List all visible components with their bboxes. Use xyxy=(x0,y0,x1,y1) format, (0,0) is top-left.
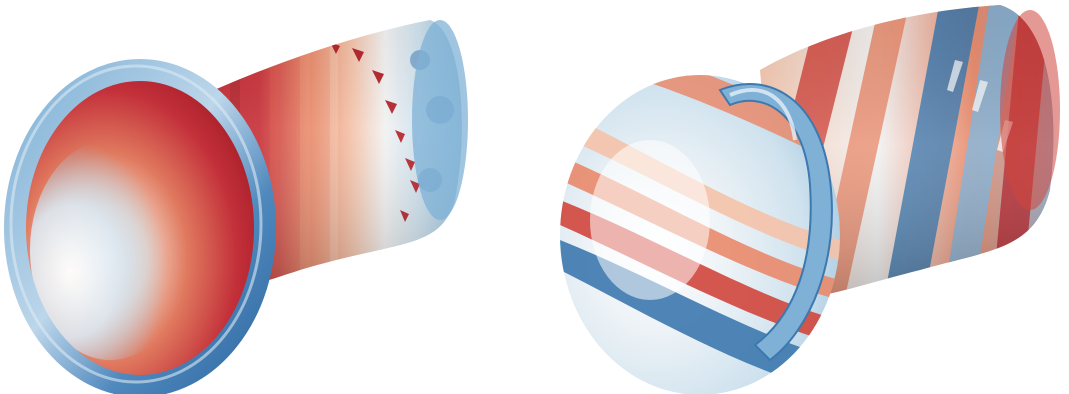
right-surface-render xyxy=(560,0,1069,394)
left-surface-render xyxy=(0,0,520,394)
tube-end xyxy=(412,20,468,220)
flared-tube-axial-bands xyxy=(0,0,520,394)
flared-tube-helical-bands xyxy=(560,0,1069,394)
tube-end xyxy=(1000,10,1060,210)
